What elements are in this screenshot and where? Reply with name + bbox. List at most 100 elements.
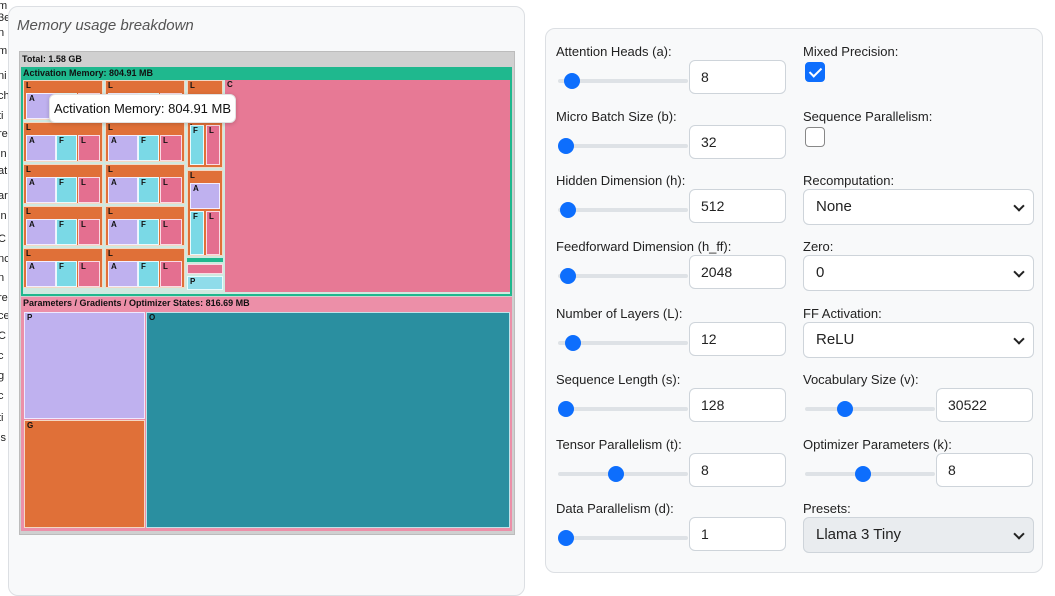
feedforward-block[interactable]: F (138, 219, 159, 245)
parameters-block[interactable]: P (24, 312, 145, 419)
mixed-precision-checkbox[interactable] (805, 62, 825, 82)
layer-block-narrow-2[interactable]: LFL (187, 122, 223, 168)
layernorm-block[interactable]: L (78, 135, 100, 161)
ff-activation-select[interactable]: ReLU (803, 322, 1034, 358)
params-grads-optimizer-block[interactable]: Parameters / Gradients / Optimizer State… (21, 297, 512, 531)
feedforward-block[interactable]: F (138, 261, 159, 287)
slider-thumb[interactable] (855, 466, 872, 482)
clipped-text-fragment: ti (0, 412, 4, 424)
layer-block-col2-2-label: L (108, 123, 113, 132)
feedforward-block[interactable]: F (56, 177, 77, 203)
seq-len-slider[interactable] (558, 401, 688, 417)
micro-batch-input[interactable]: 32 (689, 125, 786, 159)
feedforward-block[interactable]: F (138, 135, 159, 161)
feedforward-block[interactable]: F (190, 211, 204, 255)
slider-track (558, 274, 688, 278)
layernorm-block[interactable]: L (78, 261, 100, 287)
attention-heads-input[interactable]: 8 (689, 60, 786, 94)
tensor-par-slider[interactable] (558, 466, 688, 482)
layernorm-block[interactable]: L (160, 135, 182, 161)
vocab-size-label: Vocabulary Size (v): (803, 372, 919, 387)
memory-treemap[interactable]: Total: 1.58 GB Activation Memory: 804.91… (19, 51, 515, 535)
positional-block[interactable]: P (187, 276, 223, 290)
attention-block[interactable]: A (108, 135, 138, 161)
feedforward-block[interactable]: F (138, 177, 159, 203)
ff-dim-slider[interactable] (558, 268, 688, 284)
feedforward-block[interactable]: F (56, 219, 77, 245)
num-layers-input[interactable]: 12 (689, 322, 786, 356)
slider-thumb[interactable] (558, 401, 574, 417)
slider-thumb[interactable] (564, 335, 581, 351)
slider-thumb[interactable] (558, 530, 574, 546)
output-layernorm-block[interactable] (187, 264, 223, 274)
attention-block[interactable]: A (26, 219, 56, 245)
recomputation-select[interactable]: None (803, 189, 1034, 225)
data-par-input[interactable]: 1 (689, 517, 786, 551)
layernorm-block-label: L (81, 178, 86, 187)
slider-thumb[interactable] (560, 268, 577, 284)
layernorm-block[interactable]: L (160, 177, 182, 203)
layer-block-col2-5-label: L (108, 249, 113, 258)
slider-thumb[interactable] (560, 202, 577, 218)
layernorm-block-label: L (209, 126, 214, 135)
controls-card: Attention Heads (a): 8 Micro Batch Size … (545, 28, 1043, 573)
optimizer-states-block[interactable]: O (146, 312, 510, 528)
vocab-size-slider[interactable] (805, 401, 935, 417)
slider-thumb[interactable] (608, 466, 625, 482)
presets-label: Presets: (803, 501, 851, 516)
attention-heads-slider[interactable] (558, 73, 688, 89)
gradients-block[interactable]: G (24, 420, 145, 528)
feedforward-block[interactable]: F (56, 135, 77, 161)
attention-block[interactable]: A (26, 135, 56, 161)
feedforward-block[interactable]: F (56, 261, 77, 287)
attention-block[interactable]: A (190, 183, 220, 209)
data-par-slider[interactable] (558, 530, 688, 546)
layernorm-block[interactable]: L (78, 177, 100, 203)
layernorm-block[interactable]: L (206, 125, 220, 165)
seq-parallelism-checkbox[interactable] (805, 127, 825, 147)
optimizer-params-input[interactable]: 8 (936, 453, 1033, 487)
attention-block[interactable]: A (108, 177, 138, 203)
layernorm-block[interactable]: L (78, 219, 100, 245)
slider-thumb[interactable] (563, 73, 580, 89)
layernorm-block[interactable]: L (206, 211, 220, 255)
optimizer-params-slider[interactable] (805, 466, 935, 482)
zero-select[interactable]: 0 (803, 255, 1034, 291)
ff-activation-control: FF Activation: ReLU (803, 306, 1035, 362)
seq-len-input[interactable]: 128 (689, 388, 786, 422)
attention-heads-label: Attention Heads (a): (556, 44, 672, 59)
hidden-dim-label: Hidden Dimension (h): (556, 173, 686, 188)
feedforward-block[interactable]: F (190, 125, 204, 165)
output-logits-block[interactable]: C (225, 80, 510, 292)
ff-dim-input[interactable]: 2048 (689, 255, 786, 289)
slider-thumb[interactable] (836, 401, 853, 417)
presets-select[interactable]: Llama 3 Tiny (803, 517, 1034, 553)
layernorm-block[interactable]: L (160, 261, 182, 287)
slider-track (805, 407, 935, 411)
tensor-par-input[interactable]: 8 (689, 453, 786, 487)
attention-block-label: A (111, 178, 117, 187)
attention-block[interactable]: A (26, 177, 56, 203)
layernorm-block[interactable]: L (160, 219, 182, 245)
hidden-dim-input[interactable]: 512 (689, 189, 786, 223)
micro-batch-slider[interactable] (558, 138, 688, 154)
zero-label: Zero: (803, 239, 834, 254)
attention-block[interactable]: A (108, 219, 138, 245)
vocab-size-input[interactable]: 30522 (936, 388, 1033, 422)
embedding-strip-1[interactable] (187, 258, 223, 262)
num-layers-slider[interactable] (558, 335, 688, 351)
attention-block[interactable]: A (108, 261, 138, 287)
slider-thumb[interactable] (558, 138, 574, 154)
attention-block[interactable]: A (26, 261, 56, 287)
hidden-dim-slider[interactable] (558, 202, 688, 218)
clipped-text-fragment: nc (0, 253, 10, 265)
